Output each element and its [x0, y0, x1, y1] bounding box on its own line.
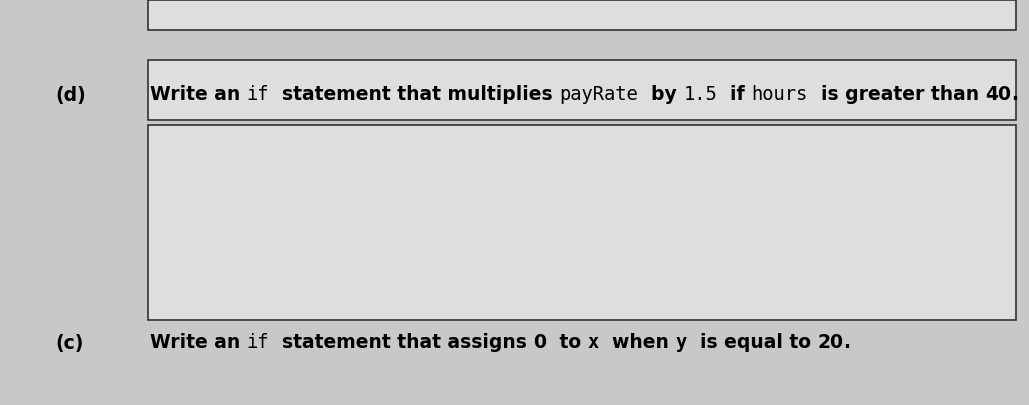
Text: if: if [247, 333, 270, 352]
Text: hours: hours [751, 85, 808, 104]
Text: .: . [1012, 85, 1018, 104]
Text: when: when [599, 333, 675, 352]
Text: 20: 20 [817, 333, 843, 352]
Bar [148, 125, 1016, 320]
Text: if: if [717, 85, 751, 104]
Text: statement that assigns: statement that assigns [270, 333, 534, 352]
Text: 0: 0 [534, 333, 554, 352]
Text: (c): (c) [55, 333, 83, 352]
Text: 40: 40 [985, 85, 1012, 104]
Text: .: . [843, 333, 850, 352]
Text: payRate: payRate [560, 85, 638, 104]
Text: 1.5: 1.5 [683, 85, 717, 104]
Text: if: if [247, 85, 270, 104]
Text: Write an: Write an [150, 333, 247, 352]
Text: by: by [638, 85, 683, 104]
Text: x: x [588, 333, 599, 352]
Text: is equal to: is equal to [686, 333, 817, 352]
Text: y: y [675, 333, 686, 352]
Text: statement that multiplies: statement that multiplies [270, 85, 560, 104]
Text: to: to [554, 333, 588, 352]
Bar [148, 0, 1016, 30]
Text: is greater than: is greater than [808, 85, 985, 104]
Bar [148, 60, 1016, 120]
Text: Write an: Write an [150, 85, 247, 104]
Text: (d): (d) [55, 85, 85, 104]
